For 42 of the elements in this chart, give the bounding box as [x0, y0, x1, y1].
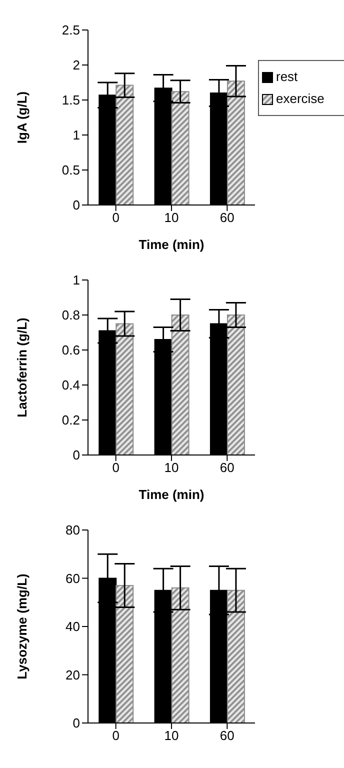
y-tick-label: 0.4	[62, 378, 80, 393]
y-tick-label: 0.8	[62, 308, 80, 323]
bar	[171, 314, 190, 455]
legend-label: rest	[276, 68, 298, 86]
y-tick-label: 0.5	[62, 162, 80, 178]
x-axis-title: Time (min)	[138, 487, 204, 502]
x-tick-label: 60	[220, 460, 234, 476]
y-tick-label: 1	[72, 128, 80, 143]
bar	[171, 587, 190, 723]
legend-label: exercise	[276, 90, 324, 108]
y-tick-label: 2.5	[62, 22, 80, 38]
y-tick-label: 20	[66, 667, 80, 682]
x-tick-label: 10	[164, 210, 179, 226]
bar	[226, 314, 245, 455]
x-tick-label: 60	[220, 210, 234, 226]
x-tick-label: 0	[112, 728, 120, 744]
y-tick-label: 0.2	[62, 412, 80, 428]
y-tick-label: 40	[66, 619, 80, 634]
bar	[171, 91, 190, 205]
x-tick-label: 0	[112, 210, 120, 226]
y-tick-label: 0	[72, 198, 80, 213]
y-axis-title: Lactoferrin (g/L)	[14, 318, 30, 418]
bar	[116, 584, 134, 723]
x-tick-label: 10	[164, 728, 179, 744]
y-tick-label: 0.6	[62, 342, 80, 358]
x-tick-label: 0	[112, 460, 120, 476]
bar	[226, 80, 245, 205]
y-tick-label: 60	[66, 570, 80, 586]
x-tick-label: 60	[220, 728, 234, 744]
y-tick-label: 80	[66, 522, 80, 538]
y-axis-title: Lysozyme (mg/L)	[14, 574, 30, 680]
y-axis-title: IgA (g/L)	[14, 91, 30, 144]
bar	[116, 323, 134, 455]
bar	[116, 84, 134, 205]
y-tick-label: 1	[72, 272, 80, 288]
x-tick-label: 10	[164, 460, 179, 476]
y-tick-label: 0	[72, 716, 80, 731]
bar	[226, 590, 245, 723]
y-tick-label: 2	[72, 58, 80, 73]
x-axis-title: Time (min)	[138, 237, 204, 252]
y-tick-label: 0	[72, 448, 80, 463]
y-tick-label: 1.5	[62, 92, 80, 108]
